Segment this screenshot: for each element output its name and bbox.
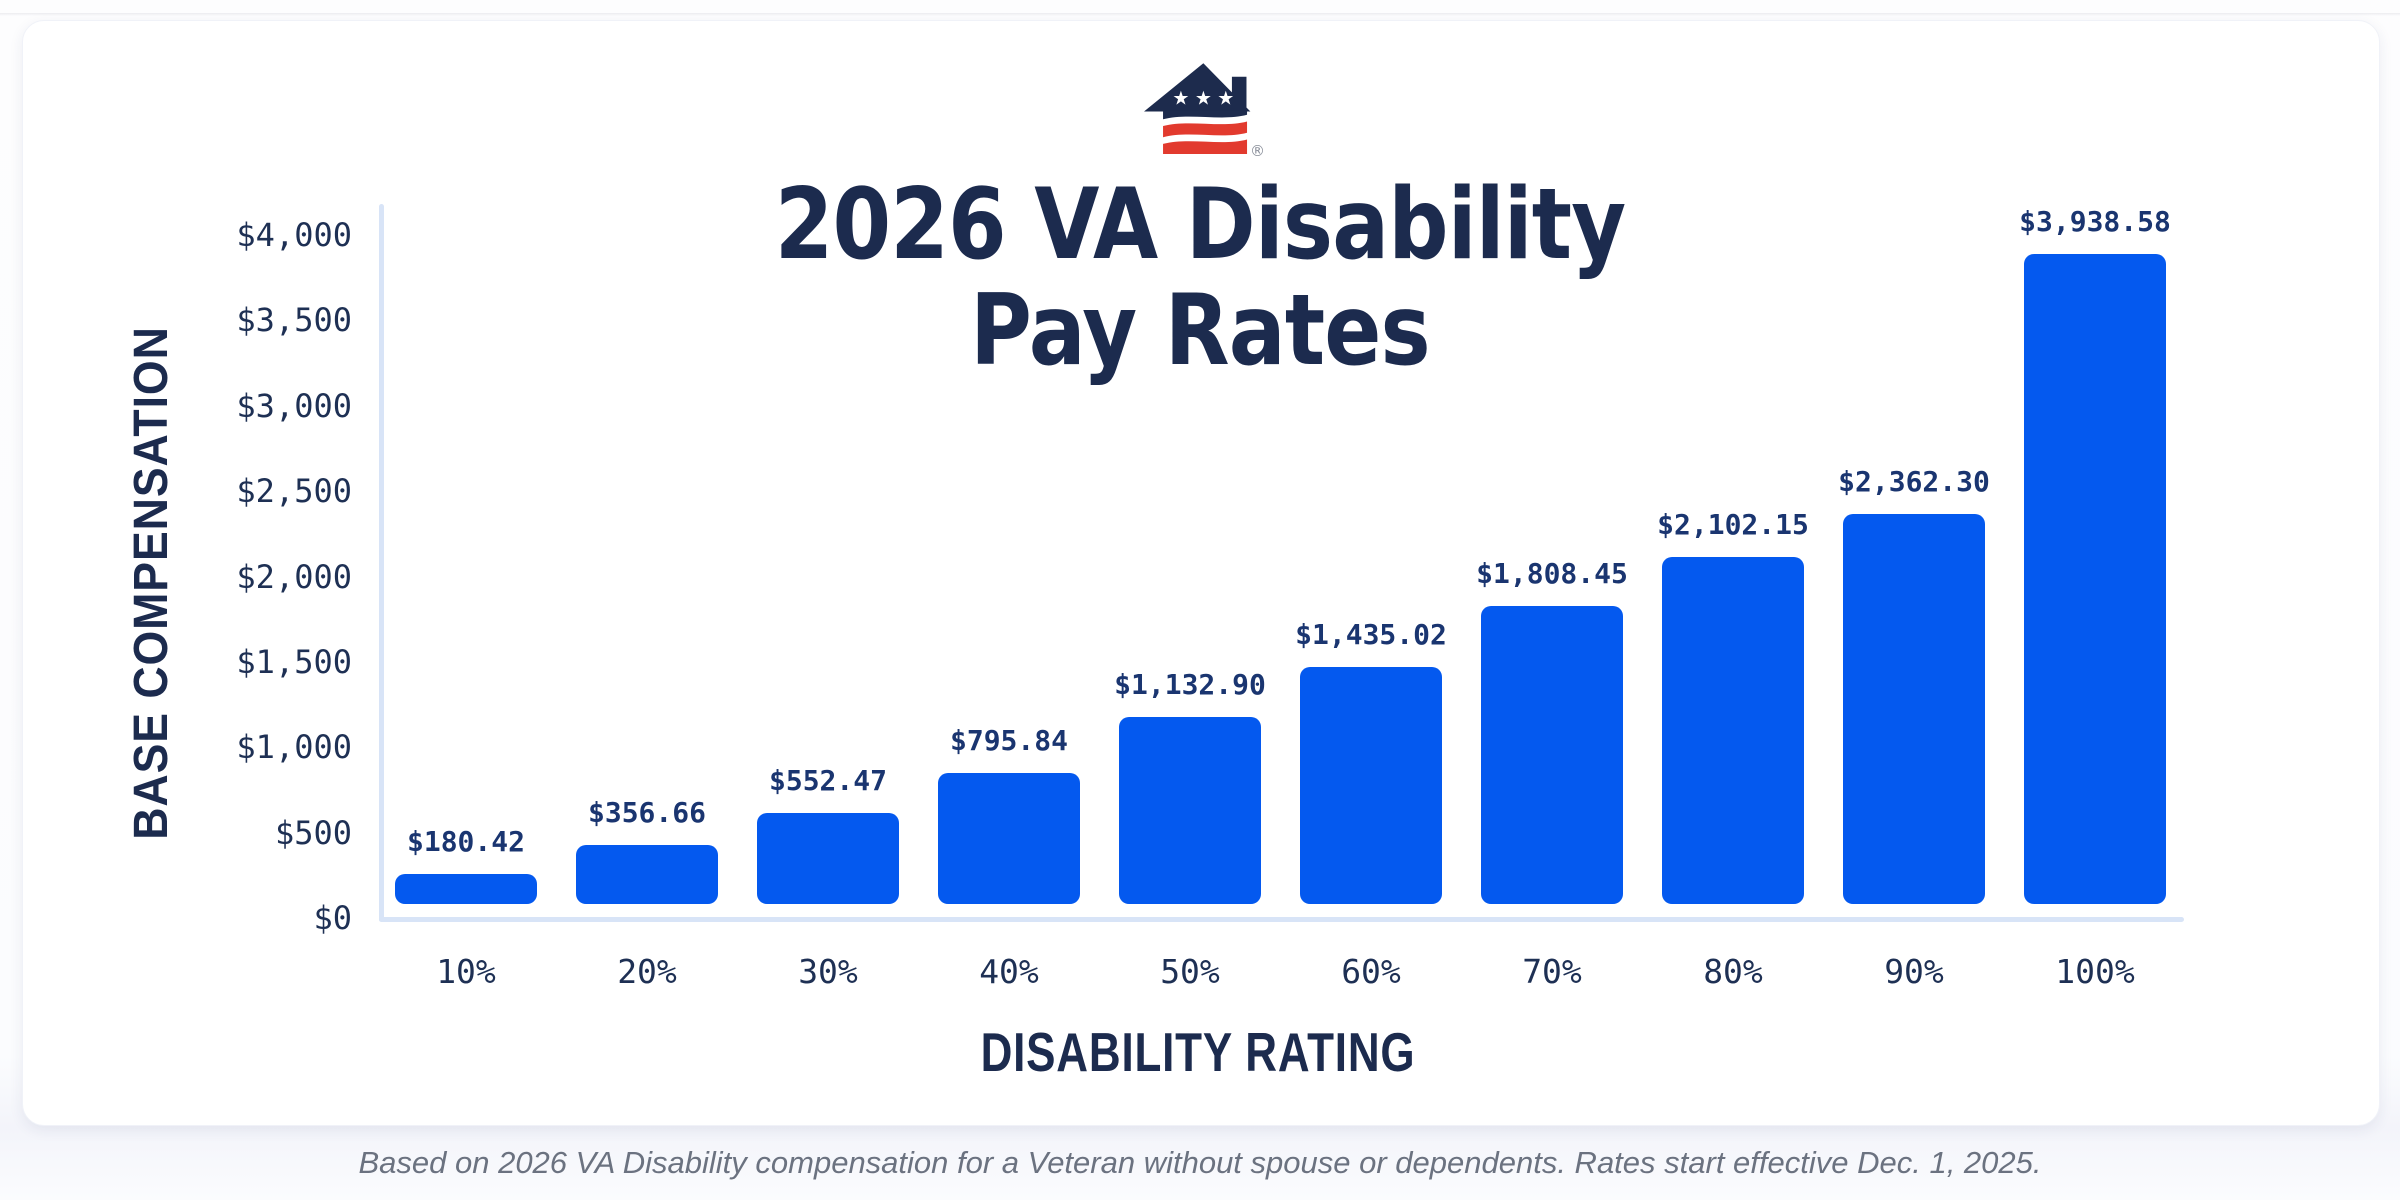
bar-80% [1662, 557, 1804, 904]
x-axis-baseline [379, 917, 2184, 922]
x-tick-label: 100% [2055, 952, 2135, 991]
x-tick-label: 20% [617, 952, 677, 991]
x-axis-title: DISABILITY RATING [980, 1021, 1416, 1083]
bar-value-label: $1,435.02 [1295, 618, 1447, 652]
bar-value-label: $795.84 [949, 723, 1068, 757]
chart-title: 2026 VA Disability Pay Rates [598, 172, 1802, 384]
bar-value-label: $180.42 [406, 825, 525, 859]
svg-text:★: ★ [1195, 88, 1212, 110]
y-tick-label: $3,500 [236, 301, 352, 340]
x-tick-label: 40% [979, 952, 1039, 991]
bar-value-label: $2,102.15 [1657, 508, 1809, 542]
svg-text:★: ★ [1172, 88, 1189, 110]
bar-50% [1119, 717, 1261, 904]
x-tick-label: 60% [1341, 952, 1401, 991]
footnote: Based on 2026 VA Disability compensation… [358, 1145, 2042, 1180]
y-tick-label: $0 [313, 899, 352, 937]
page-top-divider [0, 13, 2400, 16]
bar-60% [1300, 667, 1442, 904]
y-tick-label: $4,000 [236, 216, 352, 254]
bar-value-label: $552.47 [768, 763, 887, 797]
chart-title-line-2: Pay Rates [970, 274, 1431, 388]
y-tick-label: $1,000 [236, 728, 352, 767]
bar-30% [757, 812, 899, 904]
svg-text:★: ★ [1217, 88, 1234, 110]
bar-90% [1843, 514, 1985, 904]
veterans-united-house-flag-logo: ★ ★ ★ [1144, 62, 1256, 162]
chart-card [22, 20, 2380, 1126]
x-tick-label: 90% [1884, 952, 1944, 991]
y-tick-label: $1,500 [236, 642, 352, 681]
bar-value-label: $1,808.45 [1476, 556, 1628, 590]
bar-70% [1481, 605, 1623, 904]
x-tick-label: 30% [798, 952, 858, 991]
y-tick-label: $3,000 [236, 386, 352, 425]
bar-20% [576, 845, 718, 904]
y-tick-label: $500 [274, 813, 352, 852]
x-tick-label: 80% [1703, 952, 1763, 991]
bar-value-label: $356.66 [587, 796, 706, 830]
bar-100% [2024, 254, 2166, 904]
bar-10% [395, 874, 537, 904]
y-tick-label: $2,500 [236, 472, 352, 511]
y-tick-label: $2,000 [236, 557, 352, 596]
registered-trademark: ® [1250, 142, 1265, 160]
bar-value-label: $1,132.90 [1114, 668, 1266, 702]
bar-40% [938, 772, 1080, 904]
bar-value-label: $3,938.58 [2019, 205, 2171, 239]
bar-value-label: $2,362.30 [1838, 465, 1990, 499]
chart-title-line-1: 2026 VA Disability [774, 168, 1626, 282]
x-tick-label: 10% [436, 952, 496, 991]
y-axis-line [379, 204, 384, 922]
x-tick-label: 50% [1160, 952, 1220, 991]
x-tick-label: 70% [1522, 952, 1582, 991]
